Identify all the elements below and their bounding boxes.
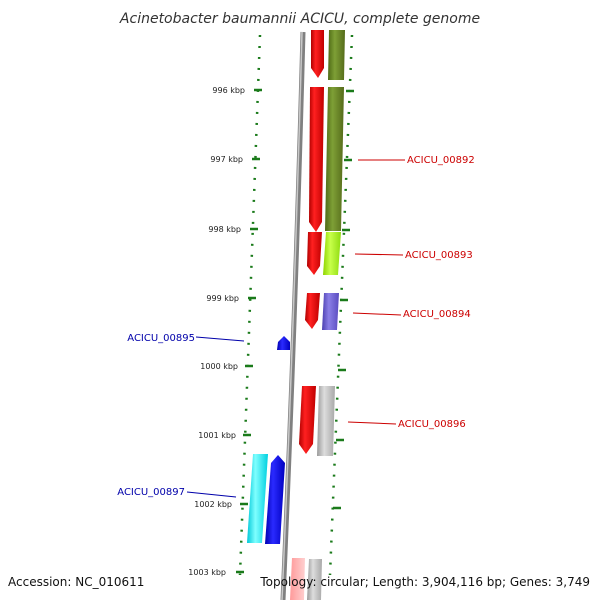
tick-label: 996 kbp <box>212 86 245 95</box>
tick-label: 1001 kbp <box>198 431 236 440</box>
cds-feature[interactable] <box>325 87 344 231</box>
gene-arrow-forward[interactable] <box>299 386 316 454</box>
label-leader-line <box>186 491 237 498</box>
cds-feature[interactable] <box>307 559 322 600</box>
gene-label[interactable]: ACICU_00896 <box>398 419 466 430</box>
tick-label: 999 kbp <box>206 294 239 303</box>
cds-feature[interactable] <box>317 386 335 456</box>
cds-feature[interactable] <box>322 293 339 330</box>
tick-label: 1000 kbp <box>200 362 238 371</box>
tick-label: 1003 kbp <box>188 568 226 577</box>
accession-text: Accession: NC_010611 <box>8 575 144 589</box>
genome-backbone-highlight <box>281 31 303 600</box>
gene-arrow-reverse[interactable] <box>277 336 290 350</box>
tick-label: 997 kbp <box>210 155 243 164</box>
label-leader-line <box>347 421 397 425</box>
gene-arrow-reverse[interactable] <box>265 455 285 544</box>
gene-label[interactable]: ACICU_00893 <box>405 250 473 261</box>
tick-marks <box>236 88 354 574</box>
label-leader-line <box>352 312 402 316</box>
map-title: Acinetobacter baumannii ACICU, complete … <box>119 11 480 27</box>
label-leader-line <box>354 253 404 256</box>
gene-label[interactable]: ACICU_00892 <box>407 155 475 166</box>
gene-label[interactable]: ACICU_00897 <box>117 487 185 498</box>
gene-arrow-forward[interactable] <box>305 293 320 329</box>
cds-feature[interactable] <box>247 454 268 543</box>
topology-text: Topology: circular; Length: 3,904,116 bp… <box>259 575 590 589</box>
tick-label: 998 kbp <box>208 225 241 234</box>
cds-feature[interactable] <box>323 232 341 275</box>
tick-label: 1002 kbp <box>194 500 232 509</box>
genome-backbone <box>280 31 306 600</box>
gene-arrow-forward[interactable] <box>290 558 305 600</box>
gene-arrow-forward[interactable] <box>309 87 324 232</box>
gene-label[interactable]: ACICU_00895 <box>127 333 195 344</box>
gene-arrow-forward[interactable] <box>311 30 324 78</box>
gene-label[interactable]: ACICU_00894 <box>403 309 471 320</box>
cds-feature[interactable] <box>328 30 345 80</box>
label-leader-line <box>195 336 245 342</box>
gene-arrow-forward[interactable] <box>307 232 322 275</box>
